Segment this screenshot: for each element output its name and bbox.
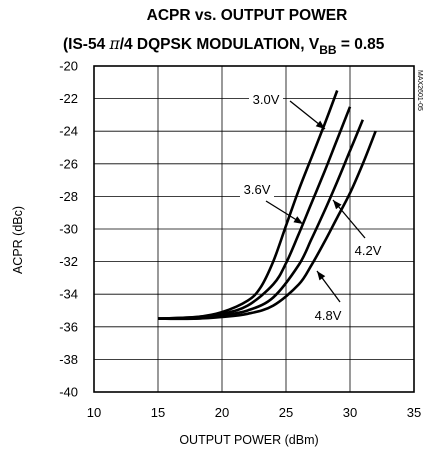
y-tick-label: -38 [59, 352, 78, 367]
y-tick-label: -26 [59, 156, 78, 171]
subtitle-part-2: /4 DQPSK MODULATION, V [120, 36, 320, 53]
x-tick-label: 20 [215, 405, 229, 420]
x-tick-label: 35 [407, 405, 421, 420]
y-axis-label: ACPR (dBc) [11, 206, 25, 274]
y-tick-label: -24 [59, 124, 78, 139]
annotation-bg [311, 307, 345, 324]
series-line-4.8v [157, 130, 377, 321]
y-tick-label: -36 [59, 319, 78, 334]
chart-title: ACPR vs. OUTPUT POWER [147, 7, 348, 24]
x-axis-label: OUTPUT POWER (dBm) [179, 433, 318, 447]
annotation-bg [240, 181, 274, 198]
annotation-3.6v: 3.6V [244, 182, 271, 197]
annotation-bg [249, 91, 283, 108]
annotation-bg [351, 242, 385, 259]
x-tick-labels: 10 15 20 25 30 35 [87, 405, 421, 420]
subtitle-pi: π [109, 35, 121, 53]
y-tick-labels: -20 -22 -24 -26 -28 -30 -32 -34 -36 -38 -40 [59, 59, 78, 400]
arrow-head [315, 120, 325, 129]
arrow-head [317, 271, 326, 281]
y-tick-label: -22 [59, 91, 78, 106]
annotation-leaders [240, 91, 385, 324]
x-tick-label: 15 [151, 405, 165, 420]
y-tick-label: -28 [59, 189, 78, 204]
y-tick-label: -40 [59, 385, 78, 400]
y-tick-label: -30 [59, 222, 78, 237]
subtitle-part-3: = 0.85 [337, 36, 385, 53]
x-tick-label: 30 [343, 405, 357, 420]
subtitle-part-1: (IS-54 [63, 36, 110, 53]
y-tick-label: -32 [59, 254, 78, 269]
grid-lines [93, 65, 415, 393]
series-line-3.6v [157, 106, 352, 320]
arrow-head [293, 216, 303, 224]
x-tick-label: 10 [87, 405, 101, 420]
subtitle-subscript: BB [319, 43, 337, 57]
y-tick-label: -34 [59, 287, 78, 302]
x-tick-label: 25 [279, 405, 293, 420]
chart-subtitle: (IS-54 π/4 DQPSK MODULATION, VBB = 0.85 [63, 35, 385, 57]
plot-frame [93, 65, 415, 393]
annotation-4.2v: 4.2V [355, 243, 382, 258]
series-curves [157, 90, 377, 321]
annotation-3.0v: 3.0V [253, 92, 280, 107]
part-code-label: MAX2601-05 [416, 70, 423, 111]
y-tick-label: -20 [59, 59, 78, 74]
arrow-head [333, 200, 342, 210]
annotation-4.8v: 4.8V [315, 308, 342, 323]
